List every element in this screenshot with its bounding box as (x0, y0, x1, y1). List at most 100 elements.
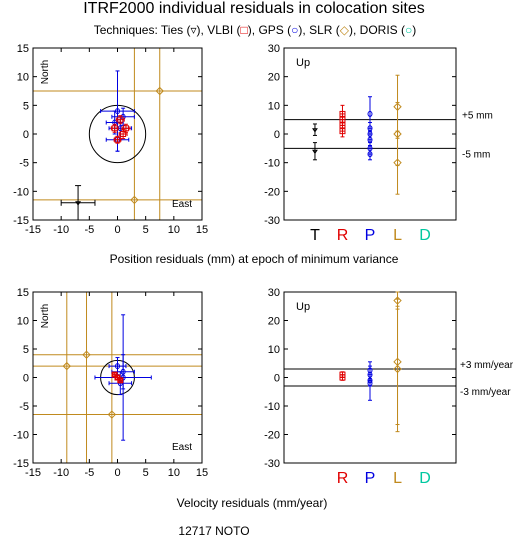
vlbi-marker (111, 371, 118, 378)
site-label: 12717 NOTO (178, 524, 249, 538)
legend-label-ties: Ties ( (161, 23, 191, 37)
up-label: Up (296, 57, 310, 69)
threshold-label: -5 mm (462, 149, 490, 160)
up-label: Up (296, 301, 310, 313)
legend-label-doris: DORIS ( (360, 23, 405, 37)
gps-marker (367, 110, 373, 117)
x-tick-label: -10 (53, 224, 69, 236)
legend-symbol-slr: ◇ (340, 23, 350, 37)
y-tick-label: -5 (19, 401, 29, 413)
x-tick-label: 15 (196, 467, 208, 479)
category-label-L: L (393, 227, 402, 244)
legend-symbol-vlbi: □ (241, 23, 248, 37)
legend-sep: ), (349, 23, 360, 37)
y-tick-label: -30 (264, 458, 280, 470)
y-tick-label: 10 (17, 72, 29, 84)
gps-marker (367, 131, 373, 137)
y-tick-label: 0 (23, 129, 29, 141)
y-tick-label: 0 (274, 129, 280, 141)
y-tick-label: -10 (264, 401, 280, 413)
category-label-L: L (393, 470, 402, 487)
x-tick-label: 0 (114, 224, 120, 236)
y-tick-label: 20 (268, 72, 280, 84)
x-tick-label: 5 (143, 467, 149, 479)
threshold-label: +3 mm/year (460, 360, 514, 371)
vlbi-marker (117, 116, 124, 123)
vlbi-marker (339, 122, 346, 129)
slr-marker (393, 364, 402, 374)
x-tick-label: 10 (168, 224, 180, 236)
legend-label-slr: SLR ( (309, 23, 340, 37)
east-label: East (172, 199, 192, 210)
y-tick-label: 0 (23, 373, 29, 385)
y-tick-label: -20 (264, 430, 280, 442)
north-label: North (40, 304, 51, 328)
velocity-up-panel: 30 20 10 0 -10 -20 -30 +3 mm/year -3 mm/year Up R P… (264, 287, 514, 487)
threshold-label: +5 mm (462, 111, 493, 122)
legend-prefix: Techniques: (94, 23, 161, 37)
slr-marker (393, 158, 402, 167)
category-label-D: D (419, 470, 431, 487)
category-label-T: T (310, 227, 320, 244)
category-label-P: P (365, 470, 376, 487)
y-tick-label: 10 (268, 344, 280, 356)
legend-sep: ), (197, 23, 208, 37)
x-tick-label: -15 (25, 224, 41, 236)
north-label: North (40, 60, 51, 84)
vlbi-marker (117, 377, 124, 384)
vlbi-marker (120, 131, 127, 137)
tie-marker (312, 128, 318, 133)
category-label-D: D (419, 227, 431, 244)
tie-marker (75, 201, 82, 206)
slr-marker (155, 86, 164, 96)
legend-sep: ), (248, 23, 259, 37)
y-tick-label: 20 (268, 316, 280, 328)
position-axis-label: Position residuals (mm) at epoch of mini… (110, 252, 399, 266)
y-tick-label: -15 (13, 215, 29, 227)
gps-marker (367, 151, 373, 158)
legend-symbol-gps: ○ (291, 23, 298, 37)
x-tick-label: 15 (196, 224, 208, 236)
y-tick-label: 10 (17, 316, 29, 328)
y-tick-label: 15 (17, 43, 29, 55)
x-tick-label: 10 (168, 467, 180, 479)
y-tick-label: 10 (268, 100, 280, 112)
legend-sep: ), (298, 23, 309, 37)
gps-marker (115, 363, 120, 370)
x-tick-label: -10 (53, 467, 69, 479)
y-tick-label: 5 (23, 344, 29, 356)
figure-title: ITRF2000 individual residuals in colocat… (83, 0, 425, 17)
slr-marker (82, 350, 91, 359)
slr-marker (107, 410, 117, 419)
y-tick-label: -10 (13, 430, 29, 442)
legend-symbol-ties: ▿ (190, 23, 196, 37)
technique-legend: Techniques: Ties (▿), VLBI (□), GPS (○),… (94, 23, 417, 37)
slr-marker (62, 361, 72, 371)
threshold-label: -3 mm/year (460, 387, 511, 398)
x-tick-label: -15 (25, 467, 41, 479)
vlbi-marker (111, 125, 118, 132)
y-tick-label: -5 (19, 158, 29, 170)
tie-marker (312, 149, 318, 155)
x-tick-label: -5 (84, 224, 94, 236)
gps-marker (367, 377, 373, 384)
velocity-horizontal-panel: -15 -10 -5 0 5 10 15 15 10 5 0 -5 -10 -15 North East (13, 287, 208, 479)
y-tick-label: 5 (23, 100, 29, 112)
y-tick-label: -10 (13, 186, 29, 198)
y-tick-label: -10 (264, 158, 280, 170)
legend-label-vlbi: VLBI ( (207, 23, 240, 37)
y-tick-label: 30 (268, 287, 280, 299)
slr-marker (130, 195, 139, 205)
velocity-axis-label: Velocity residuals (mm/year) (177, 496, 328, 510)
category-label-R: R (337, 227, 349, 244)
x-tick-label: -5 (84, 467, 94, 479)
x-tick-label: 0 (114, 467, 120, 479)
y-tick-label: -20 (264, 186, 280, 198)
category-label-R: R (337, 470, 349, 487)
x-tick-label: 5 (143, 224, 149, 236)
y-tick-label: -15 (13, 458, 29, 470)
y-tick-label: 15 (17, 287, 29, 299)
position-up-panel: 30 20 10 0 -10 -20 -30 +5 mm -5 mm Up T R P L D (264, 43, 493, 244)
vlbi-marker (122, 125, 129, 132)
